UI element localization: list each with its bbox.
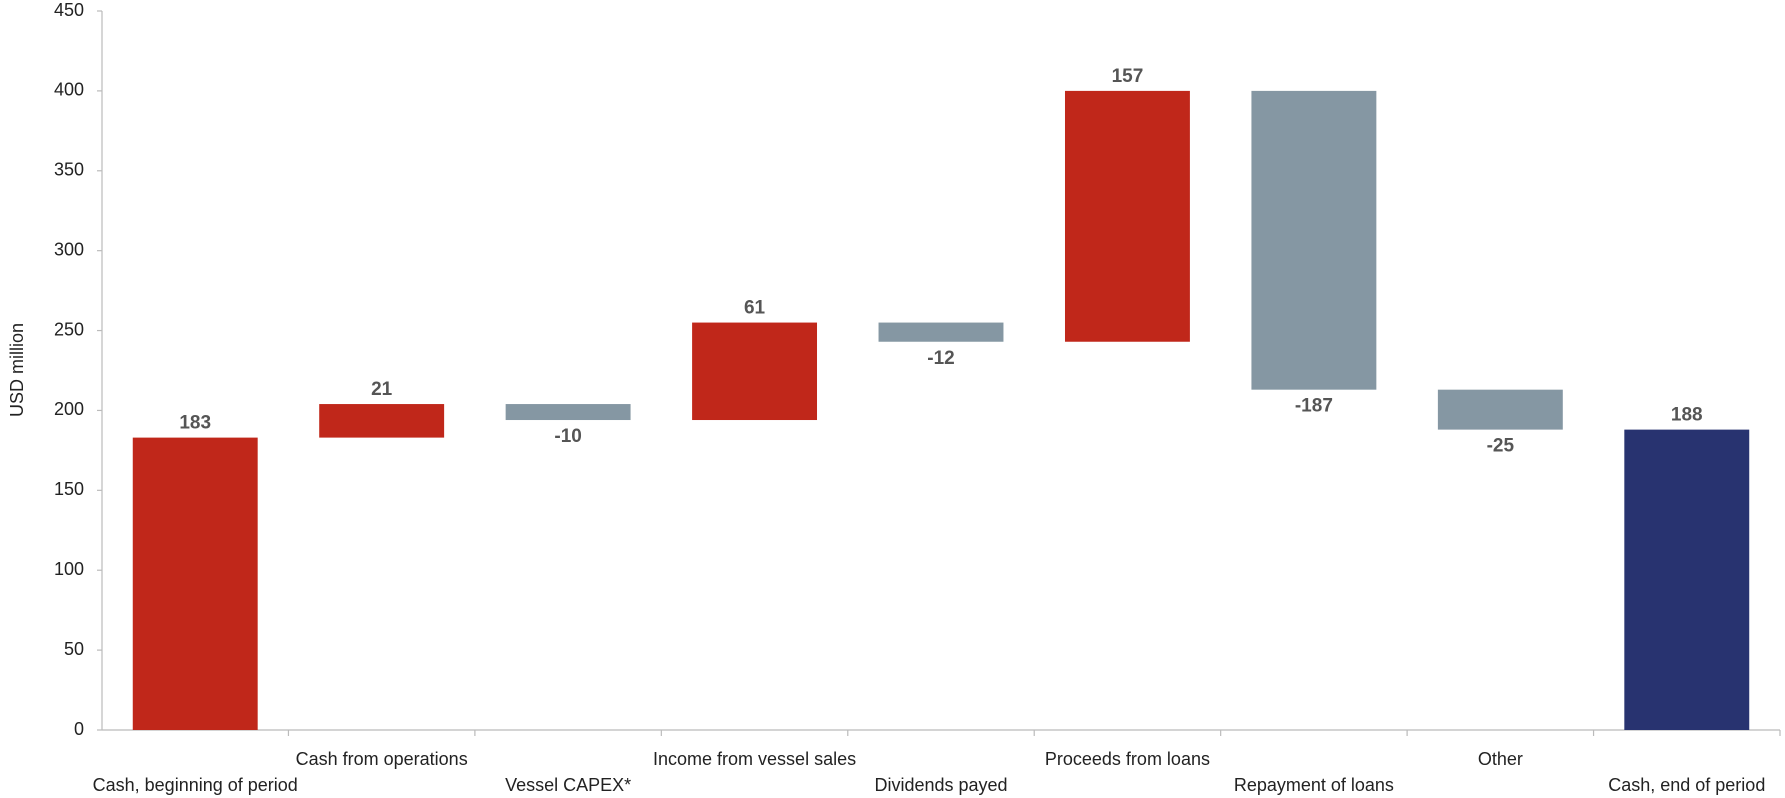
y-tick-label: 250 (54, 319, 84, 339)
bar (1437, 389, 1563, 430)
x-tick-label: Cash from operations (296, 749, 468, 769)
x-tick-label: Proceeds from loans (1045, 749, 1210, 769)
value-label: -187 (1295, 396, 1333, 417)
value-label: -12 (927, 348, 954, 369)
bar (1064, 90, 1190, 342)
x-tick-label: Income from vessel sales (653, 749, 856, 769)
value-label: -25 (1487, 436, 1515, 457)
y-axis-label: USD million (7, 323, 27, 417)
bar (1624, 429, 1750, 730)
value-label: 188 (1671, 405, 1703, 426)
y-tick-label: 200 (54, 399, 84, 419)
x-tick-label: Repayment of loans (1234, 775, 1394, 795)
y-tick-label: 150 (54, 479, 84, 499)
x-tick-label: Dividends payed (874, 775, 1007, 795)
value-label: -10 (554, 426, 581, 447)
bar (505, 404, 631, 421)
value-label: 61 (744, 298, 766, 319)
y-tick-label: 0 (74, 719, 84, 739)
value-label: 157 (1112, 66, 1144, 87)
y-tick-label: 450 (54, 0, 84, 20)
y-tick-label: 50 (64, 639, 84, 659)
bar (692, 322, 818, 421)
bar (319, 404, 445, 438)
x-tick-label: Vessel CAPEX* (505, 775, 631, 795)
bar (132, 437, 258, 730)
bar (1251, 90, 1377, 390)
value-label: 21 (371, 379, 393, 400)
y-tick-label: 100 (54, 559, 84, 579)
y-tick-label: 400 (54, 80, 84, 100)
y-tick-label: 350 (54, 160, 84, 180)
bar (878, 322, 1004, 342)
value-label: 183 (179, 413, 211, 434)
x-tick-label: Other (1478, 749, 1523, 769)
x-tick-label: Cash, beginning of period (93, 775, 298, 795)
x-tick-label: Cash, end of period (1608, 775, 1765, 795)
y-tick-label: 300 (54, 239, 84, 259)
